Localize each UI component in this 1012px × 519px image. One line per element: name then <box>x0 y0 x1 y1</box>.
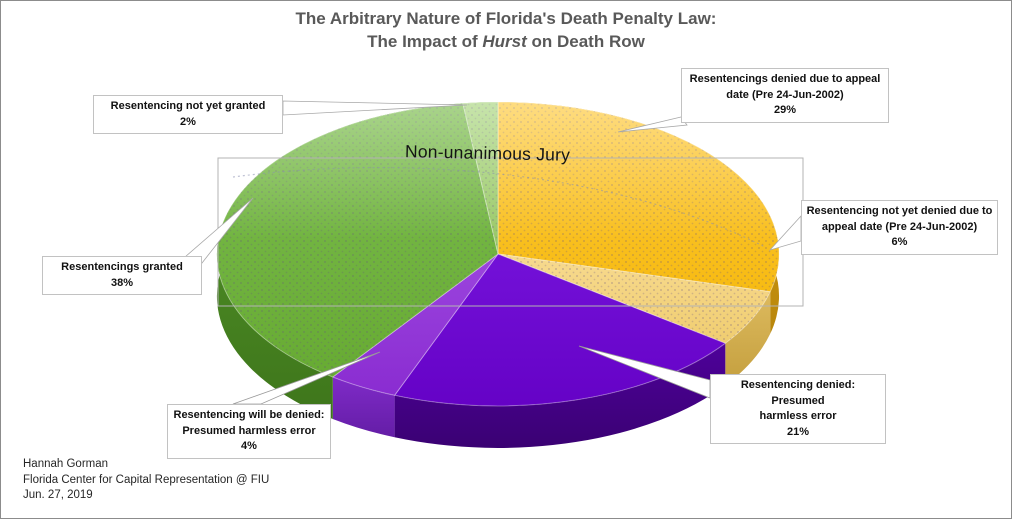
pie-slice-side-will-be-denied-harmless-error <box>332 377 395 438</box>
box-shadow-dotted-line <box>232 167 766 248</box>
pie-slice-side-denied-harmless-error <box>394 343 726 448</box>
callout-will-be-denied[interactable]: Resentencing will be denied: Presumed ha… <box>167 404 331 459</box>
callout-denied-appeal-date[interactable]: Resentencings denied due to appeal date … <box>681 68 889 123</box>
chart-title: The Arbitrary Nature of Florida's Death … <box>1 7 1011 54</box>
attribution-org: Florida Center for Capital Representatio… <box>23 473 270 486</box>
attribution-author: Hannah Gorman <box>23 458 109 470</box>
pie-slice-side-not-yet-denied-appeal-date <box>725 291 771 386</box>
chart-title-line1: The Arbitrary Nature of Florida's Death … <box>295 9 717 28</box>
chart-title-line2: The Impact of Hurst on Death Row <box>367 32 645 52</box>
attribution-date: Jun. 27, 2019 <box>23 489 93 501</box>
callout-not-yet-granted[interactable]: Resentencing not yet granted 2% <box>93 95 283 135</box>
callout-denied-harmless[interactable]: Resentencing denied: Presumed harmless e… <box>710 374 886 445</box>
pie-center-label: Non-unanimous Jury <box>404 141 571 165</box>
callout-granted[interactable]: Resentencings granted 38% <box>42 256 202 296</box>
callout-not-yet-denied-appeal-date[interactable]: Resentencing not yet denied due to appea… <box>801 200 998 255</box>
attribution: Hannah Gorman Florida Center for Capital… <box>23 457 269 504</box>
pie-gloss-highlight <box>217 102 779 406</box>
leader-line-2pct <box>282 100 468 116</box>
